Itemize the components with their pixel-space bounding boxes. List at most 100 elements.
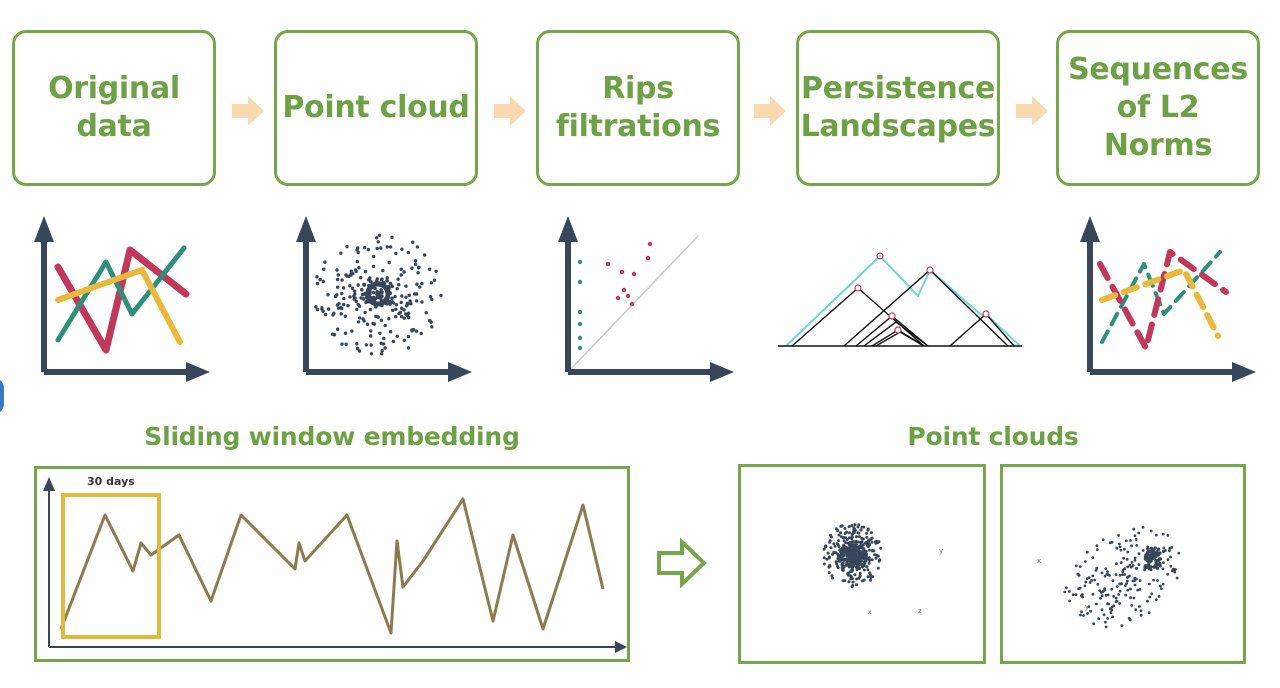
series-yellow — [55, 267, 183, 345]
cloud-point — [1106, 570, 1109, 573]
cloud-point — [318, 277, 322, 282]
cloud-point — [1118, 542, 1121, 546]
cloud-point — [847, 543, 852, 547]
cloud-point — [1169, 564, 1173, 568]
cloud-point — [1079, 613, 1082, 617]
axis-arrow-up — [296, 216, 316, 242]
cloud-point — [1097, 617, 1101, 621]
cloud-point — [354, 299, 358, 304]
cloud-point — [406, 346, 411, 350]
axis-arrow-right — [186, 362, 210, 382]
axis-arrow-right — [710, 362, 734, 382]
cloud-point — [870, 549, 874, 552]
cloud-point — [865, 565, 869, 569]
cloud-point — [877, 540, 881, 544]
cloud-point — [1099, 596, 1102, 600]
cloud-point — [1095, 548, 1099, 551]
cloud-point — [1139, 609, 1143, 613]
cloud-point — [1134, 608, 1138, 611]
cloud-point — [428, 295, 433, 299]
cloud-point — [388, 299, 392, 304]
series-red — [54, 246, 190, 354]
cloud-point — [1074, 593, 1078, 597]
cloud-point — [866, 568, 870, 572]
cloud-point — [1092, 622, 1096, 626]
cloud-point — [1100, 608, 1104, 612]
cloud-point — [829, 546, 833, 550]
cloud-point — [363, 310, 367, 315]
cloud-point — [371, 321, 375, 326]
cloud-point — [839, 524, 843, 528]
cloud-point — [1125, 558, 1129, 561]
step-persistence-landscapes: Persistence Landscapes — [796, 30, 1000, 186]
cloud-point — [855, 565, 859, 569]
cloud-point — [414, 299, 419, 303]
cloud-point — [850, 535, 854, 539]
axes — [1087, 240, 1234, 375]
cloud-point — [839, 549, 843, 554]
cloud-point — [862, 568, 866, 572]
cloud-point — [363, 245, 367, 250]
cloud-point — [1129, 565, 1133, 569]
cloud-point — [423, 253, 427, 257]
cloud-point — [1132, 527, 1136, 531]
cloud-point — [869, 576, 873, 579]
cloud-point — [850, 561, 854, 565]
cloud-point — [843, 527, 847, 530]
cloud-point — [833, 544, 837, 548]
cloud-point — [406, 334, 411, 339]
cloud-point — [848, 536, 851, 540]
cloud-point — [428, 318, 432, 323]
cloud-point — [1124, 593, 1128, 597]
cloud-point — [1156, 562, 1160, 566]
cloud-point — [427, 267, 432, 271]
cloud-point — [1077, 574, 1081, 577]
cloud-point — [1157, 595, 1161, 598]
cloud-point — [835, 562, 839, 566]
cloud-point — [1091, 592, 1095, 596]
cloud-point — [342, 296, 346, 301]
cloud-point — [827, 571, 831, 575]
cloud-point — [1131, 564, 1135, 567]
cloud-point — [1166, 558, 1170, 561]
cloud-point — [849, 575, 853, 578]
cloud-point — [405, 301, 409, 306]
cloud-point — [1151, 548, 1155, 552]
cloud-point — [852, 531, 856, 534]
cloud-point — [390, 235, 394, 239]
cloud-point — [400, 247, 404, 251]
cloud-point — [348, 295, 352, 299]
cloud-point — [385, 276, 389, 280]
cloud-point — [390, 284, 394, 289]
cloud-point — [418, 285, 422, 289]
cloud-point — [1120, 624, 1124, 627]
cloud-point — [831, 552, 834, 556]
cloud-point — [1171, 567, 1175, 571]
cloud-point — [353, 268, 358, 272]
cloud-point — [858, 574, 862, 578]
cloud-point — [1117, 593, 1121, 596]
cloud-point — [848, 531, 851, 535]
cloud-point — [857, 531, 861, 535]
right-arrow-icon — [494, 96, 526, 126]
cloud-point — [847, 558, 851, 562]
time-series-line — [59, 497, 605, 635]
cloud-point — [343, 331, 348, 335]
cloud-point — [1126, 588, 1130, 592]
cloud-point — [1139, 613, 1143, 617]
cloud-point — [406, 311, 411, 315]
cloud-point — [359, 296, 363, 300]
persistence-landscape-chart — [778, 252, 1022, 347]
cloud-point — [1104, 567, 1108, 571]
cloud-point — [335, 277, 340, 282]
series-teal — [55, 245, 187, 343]
cloud-point — [830, 574, 834, 578]
cloud-point — [856, 549, 860, 553]
cloud-point — [1100, 594, 1104, 598]
step-label: Original data — [48, 71, 180, 144]
cloud-point — [399, 273, 403, 277]
cloud-point — [847, 580, 851, 584]
cloud-point — [837, 545, 841, 549]
cloud-point — [1115, 585, 1119, 588]
cloud-point — [1091, 556, 1095, 559]
